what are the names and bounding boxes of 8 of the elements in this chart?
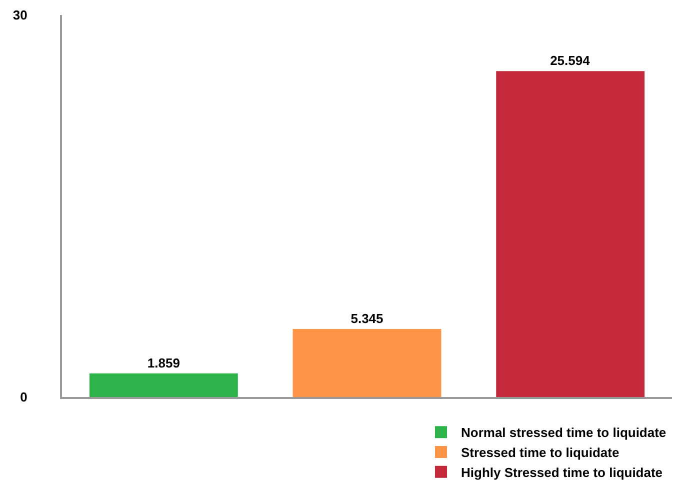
data-label: 25.594 xyxy=(550,53,591,68)
legend-label: Normal stressed time to liquidate xyxy=(461,425,666,440)
data-label: 1.859 xyxy=(147,355,180,370)
y-tick-label: 0 xyxy=(20,390,28,405)
legend-label: Stressed time to liquidate xyxy=(461,445,620,460)
legend-label: Highly Stressed time to liquidate xyxy=(461,464,663,480)
y-tick-label: 30 xyxy=(12,8,28,23)
data-label: 5.345 xyxy=(350,310,384,326)
